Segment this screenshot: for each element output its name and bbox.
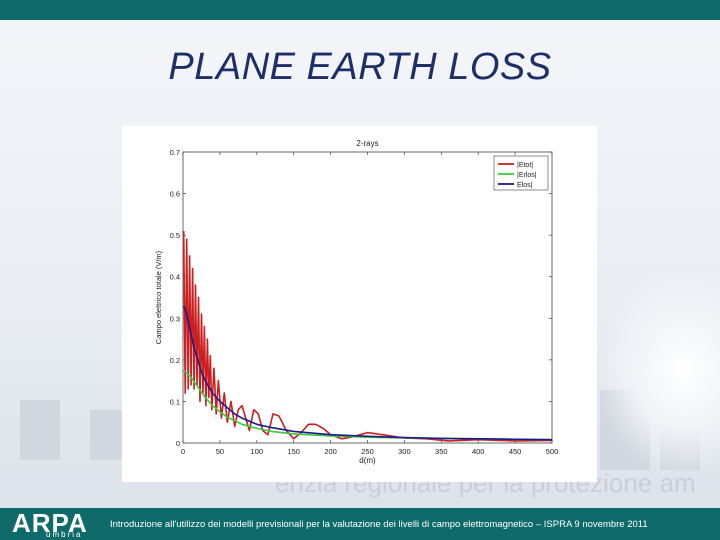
y-axis-label: Campo elettrico totale (V/m): [154, 250, 163, 344]
x-tick-label: 300: [398, 447, 411, 456]
y-tick-label: 0.6: [170, 190, 180, 199]
logo-sub-text: umbria: [46, 530, 83, 539]
x-tick-label: 250: [361, 447, 374, 456]
chart-container: 0 50 100 150 200 250 300 350 400 450 500 0 0.1 0.2 0.3…: [122, 126, 597, 482]
plot-area: [182, 151, 553, 444]
y-tick-label: 0.1: [170, 397, 180, 406]
y-tick-label: 0.4: [170, 273, 180, 282]
steam-decoration: [600, 270, 720, 470]
series-line-2: [182, 305, 553, 441]
x-tick-label: 500: [546, 447, 559, 456]
arpa-logo: ARPA umbria: [12, 508, 96, 539]
x-tick-label: 400: [472, 447, 485, 456]
y-tick-label: 0.3: [170, 314, 180, 323]
x-axis-label: d(m): [359, 456, 376, 465]
chart-svg: 0 50 100 150 200 250 300 350 400 450 500 0 0.1 0.2 0.3…: [154, 139, 559, 465]
x-tick-label: 450: [509, 447, 522, 456]
chart-title: 2-rays: [356, 139, 378, 148]
y-tick-label: 0: [176, 439, 180, 448]
footer-text: Introduzione all'utilizzo dei modelli pr…: [110, 519, 648, 530]
x-tick-label: 50: [216, 447, 224, 456]
x-tick-label: 0: [181, 447, 185, 456]
y-tick-label: 0.5: [170, 231, 180, 240]
legend-label-0: |Etot|: [517, 162, 533, 169]
slide-title: PLANE EARTH LOSS: [168, 46, 552, 88]
legend-label-2: Elos|: [517, 182, 533, 189]
x-tick-label: 350: [435, 447, 448, 456]
logo-main-text: ARPA: [12, 508, 88, 538]
y-tick-label: 0.7: [170, 148, 180, 157]
legend-label-1: |Erlos|: [517, 172, 537, 179]
y-tick-label: 0.2: [170, 356, 180, 365]
x-tick-label: 100: [251, 447, 264, 456]
x-tick-label: 200: [324, 447, 337, 456]
top-bar: [0, 0, 720, 20]
bottom-bar: [0, 508, 720, 540]
x-tick-label: 150: [287, 447, 300, 456]
